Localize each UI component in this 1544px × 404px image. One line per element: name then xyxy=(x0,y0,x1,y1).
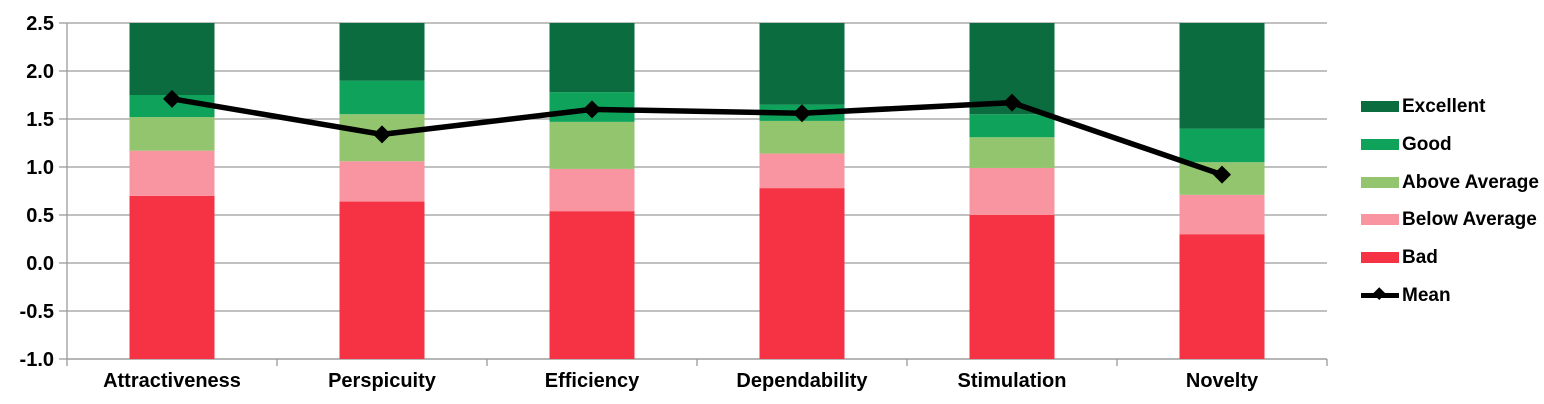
mean-line xyxy=(169,96,1225,178)
chart-plot-area: 2.5 2.0 1.5 1.0 0.5 0.0 -0.5 -1.0 Attractiveness… xyxy=(20,13,1328,392)
mean-marker-dependability xyxy=(793,104,811,123)
bar-segment-above-average-stimulation xyxy=(969,137,1055,168)
x-category-label-efficiency: Efficiency xyxy=(545,370,640,392)
x-category-label-dependability: Dependability xyxy=(736,370,868,392)
mean-marker-perspicuity xyxy=(373,125,391,144)
bar-segment-bad-perspicuity xyxy=(339,201,425,359)
bar-segment-above-average-efficiency xyxy=(549,121,635,169)
y-tick-label: 2.5 xyxy=(26,13,54,35)
legend-item-bad: Bad xyxy=(1361,239,1543,277)
bar-segment-below-average-novelty xyxy=(1179,194,1265,235)
bar-segment-bad-dependability xyxy=(759,188,845,359)
y-tick-label: 1.0 xyxy=(26,157,54,179)
legend-item-below-average: Below Average xyxy=(1361,201,1543,239)
bar-segment-good-perspicuity xyxy=(339,80,425,115)
legend-swatch-below-average xyxy=(1361,214,1399,226)
legend-swatch-good xyxy=(1361,139,1399,151)
legend-swatch-above-average xyxy=(1361,176,1399,188)
bar-segment-above-average-dependability xyxy=(759,120,845,154)
mean-marker-attractiveness xyxy=(163,89,181,108)
legend-label: Bad xyxy=(1402,247,1438,269)
bar-segment-bad-efficiency xyxy=(549,211,635,359)
y-tick-label: 0.5 xyxy=(26,205,54,227)
mean-marker-stimulation xyxy=(1003,93,1021,112)
legend-item-excellent: Excellent xyxy=(1361,88,1543,126)
bar-segment-below-average-stimulation xyxy=(969,167,1055,215)
legend-item-mean: Mean xyxy=(1361,276,1543,314)
legend-swatch-mean-line-icon xyxy=(1361,292,1399,298)
y-tick-label: 1.5 xyxy=(26,109,54,131)
y-tick-label: -1.0 xyxy=(20,349,54,371)
legend-label: Good xyxy=(1402,134,1452,156)
y-tick-label: -0.5 xyxy=(20,301,54,323)
y-tick-label: 0.0 xyxy=(26,253,54,275)
x-category-label-novelty: Novelty xyxy=(1186,370,1259,392)
y-tick-label: 2.0 xyxy=(26,61,54,83)
legend-swatch-excellent xyxy=(1361,101,1399,113)
mean-marker-efficiency xyxy=(583,100,601,119)
mean-marker-novelty xyxy=(1213,165,1231,184)
x-category-label-perspicuity: Perspicuity xyxy=(328,370,437,392)
bar-segment-above-average-attractiveness xyxy=(129,117,215,151)
bar-segment-good-stimulation xyxy=(969,114,1055,138)
bar-segment-excellent-perspicuity xyxy=(339,23,425,81)
bar-segment-good-novelty xyxy=(1179,128,1265,163)
bar-segment-bad-attractiveness xyxy=(129,195,215,359)
bar-segment-below-average-attractiveness xyxy=(129,150,215,196)
legend-label: Above Average xyxy=(1402,171,1539,193)
legend-swatch-bad xyxy=(1361,252,1399,264)
bar-segment-bad-novelty xyxy=(1179,234,1265,359)
bar-segment-excellent-attractiveness xyxy=(129,23,215,95)
legend-label: Mean xyxy=(1402,284,1451,306)
legend-item-good: Good xyxy=(1361,126,1543,164)
bar-segment-below-average-dependability xyxy=(759,153,845,189)
bar-segment-excellent-dependability xyxy=(759,23,845,105)
legend-label: Below Average xyxy=(1402,209,1537,231)
x-category-label-stimulation: Stimulation xyxy=(958,370,1067,392)
bar-segment-excellent-novelty xyxy=(1179,23,1265,129)
bar-segment-bad-stimulation xyxy=(969,215,1055,359)
x-category-label-attractiveness: Attractiveness xyxy=(103,370,241,392)
chart-legend: Excellent Good Above Average Below Avera… xyxy=(1361,88,1543,314)
bar-segment-below-average-efficiency xyxy=(549,168,635,212)
legend-label: Excellent xyxy=(1402,96,1486,118)
bar-segment-below-average-perspicuity xyxy=(339,161,425,202)
bar-segment-excellent-efficiency xyxy=(549,23,635,93)
legend-item-above-average: Above Average xyxy=(1361,163,1543,201)
